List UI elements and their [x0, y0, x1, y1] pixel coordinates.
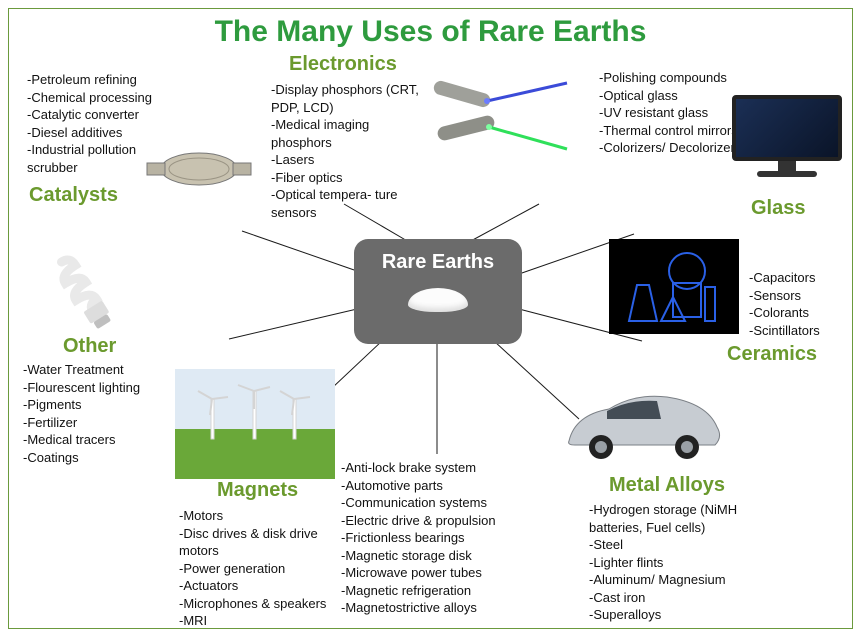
list-item: Actuators	[179, 577, 349, 595]
list-item: Magnetostrictive alloys	[341, 599, 521, 617]
center-hub: Rare Earths	[354, 239, 522, 344]
other-heading: Other	[63, 335, 116, 358]
list-item: Automotive parts	[341, 477, 521, 495]
list-item: Communication systems	[341, 494, 521, 512]
list-item: Optical tempera- ture sensors	[271, 186, 421, 221]
list-item: Catalytic converter	[27, 106, 182, 124]
ceramics-glow-icon	[609, 239, 739, 334]
list-item: Magnetic refrigeration	[341, 582, 521, 600]
list-item: Cast iron	[589, 589, 789, 607]
list-item: Coatings	[23, 449, 173, 467]
car-icon	[557, 379, 727, 469]
monitor-icon	[727, 91, 847, 181]
list-item: Motors	[179, 507, 349, 525]
page-title: The Many Uses of Rare Earths	[9, 15, 852, 49]
magnets-heading: Magnets	[217, 479, 298, 502]
list-item: Capacitors	[749, 269, 859, 287]
laser-pointer-icon	[429, 77, 569, 157]
list-item: Disc drives & disk drive motors	[179, 525, 349, 560]
wind-turbine-icon	[175, 369, 335, 479]
list-item: Microphones & speakers	[179, 595, 349, 613]
list-item: Medical tracers	[23, 431, 173, 449]
list-item: Chemical processing	[27, 89, 182, 107]
cfl-bulb-icon	[39, 241, 134, 336]
content-frame: The Many Uses of Rare Earths Rare Earths…	[8, 8, 853, 629]
list-item: Steel	[589, 536, 789, 554]
list-item: Pigments	[23, 396, 173, 414]
list-item: Anti-lock brake system	[341, 459, 521, 477]
center-label: Rare Earths	[354, 251, 522, 274]
list-item: Magnetic storage disk	[341, 547, 521, 565]
list-item: Fertilizer	[23, 414, 173, 432]
rare-earth-powder-icon	[408, 288, 468, 312]
list-item: MRI	[179, 612, 349, 630]
list-item: Power generation	[179, 560, 349, 578]
electronics-heading: Electronics	[289, 53, 397, 76]
other-list: Water TreatmentFlourescent lightingPigme…	[23, 361, 173, 466]
electronics-list: Display phosphors (CRT, PDP, LCD)Medical…	[271, 81, 421, 221]
list-item: Aluminum/ Magnesium	[589, 571, 789, 589]
list-item: Scintillators	[749, 322, 859, 340]
catalysts-heading: Catalysts	[29, 184, 118, 207]
list-item: Lighter flints	[589, 554, 789, 572]
list-item: Hydrogen storage (NiMH batteries, Fuel c…	[589, 501, 789, 536]
metalalloys-heading: Metal Alloys	[609, 474, 725, 497]
list-item: Polishing compounds	[599, 69, 749, 87]
list-item: Medical imaging phosphors	[271, 116, 421, 151]
list-item: Flourescent lighting	[23, 379, 173, 397]
list-item: Microwave power tubes	[341, 564, 521, 582]
list-item: Petroleum refining	[27, 71, 182, 89]
list-item: Electric drive & propulsion	[341, 512, 521, 530]
list-item: Fiber optics	[271, 169, 421, 187]
metalalloys-list: Hydrogen storage (NiMH batteries, Fuel c…	[589, 501, 789, 624]
list-item: Sensors	[749, 287, 859, 305]
catalytic-converter-icon	[144, 139, 254, 199]
automotive-list: Anti-lock brake systemAutomotive partsCo…	[341, 459, 521, 617]
magnets-list: MotorsDisc drives & disk drive motorsPow…	[179, 507, 349, 630]
ceramics-list: CapacitorsSensorsColorantsScintillators	[749, 269, 859, 339]
list-item: Lasers	[271, 151, 421, 169]
list-item: Water Treatment	[23, 361, 173, 379]
glass-heading: Glass	[751, 197, 805, 220]
list-item: Superalloys	[589, 606, 789, 624]
list-item: Colorants	[749, 304, 859, 322]
ceramics-heading: Ceramics	[727, 343, 817, 366]
list-item: Display phosphors (CRT, PDP, LCD)	[271, 81, 421, 116]
list-item: Frictionless bearings	[341, 529, 521, 547]
